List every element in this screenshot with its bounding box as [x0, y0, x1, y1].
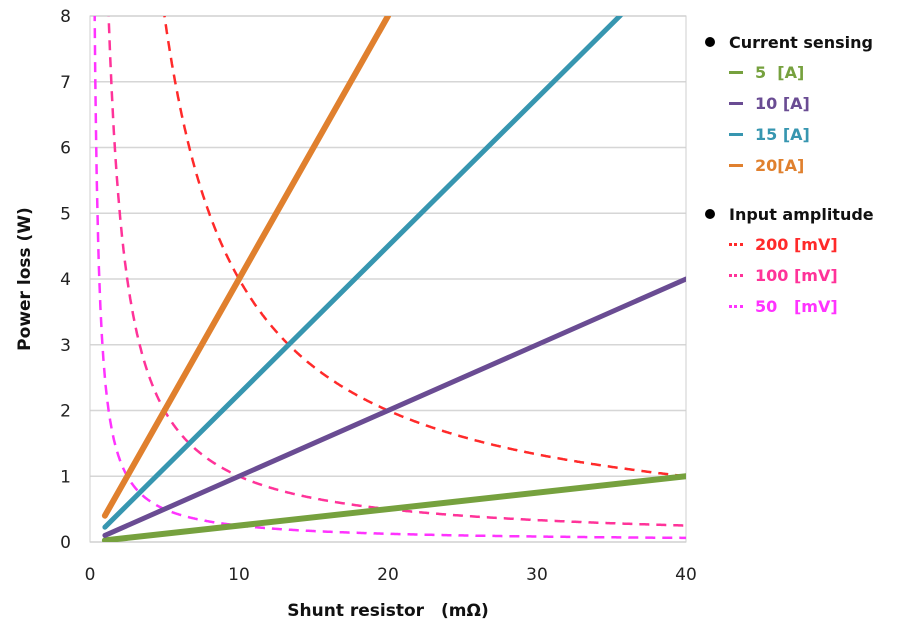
series-line-15a: [102, 16, 623, 530]
legend-heading-text: Current sensing: [729, 32, 873, 52]
legend-swatch: [729, 133, 743, 136]
legend-swatch: [729, 305, 743, 308]
legend-item-10a: 10 [A]: [700, 88, 906, 119]
series-layer: [93, 16, 686, 542]
legend-swatch: [729, 71, 743, 74]
legend-label: 20[A]: [755, 156, 805, 175]
x-tick-label: 30: [526, 565, 548, 585]
bullet-icon: [705, 37, 715, 47]
legend-label: 200 [mV]: [755, 235, 838, 254]
y-tick-label: 3: [60, 336, 71, 356]
legend-label: 5 [A]: [755, 63, 805, 82]
y-axis-title: Power loss (W): [15, 207, 35, 351]
legend-item-5a: 5 [A]: [700, 57, 906, 88]
legend-group-current-sensing: Current sensing 5 [A] 10 [A] 15 [A] 20[A…: [700, 27, 906, 181]
y-tick-labels: 0 1 2 3 4 5 6 7 8: [60, 7, 71, 553]
legend-item-100mv: 100 [mV]: [700, 260, 906, 291]
y-tick-label: 5: [60, 204, 71, 224]
legend-item-200mv: 200 [mV]: [700, 229, 906, 260]
x-tick-label: 0: [85, 565, 96, 585]
y-tick-label: 6: [60, 139, 71, 159]
legend-heading: Input amplitude: [700, 199, 906, 229]
y-tick-label: 0: [60, 533, 71, 553]
legend-label: 15 [A]: [755, 125, 810, 144]
legend-label: 10 [A]: [755, 94, 810, 113]
legend-item-15a: 15 [A]: [700, 119, 906, 150]
series-line-5a: [101, 473, 686, 542]
x-tick-labels: 0 10 20 30 40: [85, 565, 697, 585]
y-tick-label: 4: [60, 270, 71, 290]
legend-swatch: [729, 164, 743, 167]
y-tick-label: 8: [60, 7, 71, 27]
bullet-icon: [705, 209, 715, 219]
grid-lines: [90, 15, 686, 543]
legend-label: 100 [mV]: [755, 266, 838, 285]
x-tick-label: 40: [675, 565, 697, 585]
y-tick-label: 1: [60, 467, 71, 487]
legend-group-input-amplitude: Input amplitude 200 [mV] 100 [mV] 50 [mV…: [700, 199, 906, 322]
legend-item-20a: 20[A]: [700, 150, 906, 181]
series-line-10a: [102, 276, 686, 538]
legend-label: 50 [mV]: [755, 297, 838, 316]
x-tick-label: 20: [377, 565, 399, 585]
x-axis-title: Shunt resistor (mΩ): [287, 601, 488, 621]
legend-swatch: [729, 274, 743, 277]
series-line-50mv: [93, 16, 686, 540]
legend-swatch: [729, 102, 743, 105]
legend-swatch: [729, 243, 743, 246]
series-line-200mv: [163, 16, 686, 478]
series-line-20a: [101, 16, 391, 519]
y-tick-label: 7: [60, 73, 71, 93]
legend: Current sensing 5 [A] 10 [A] 15 [A] 20[A…: [700, 27, 906, 340]
legend-heading-text: Input amplitude: [729, 204, 874, 224]
x-tick-label: 10: [228, 565, 250, 585]
y-tick-label: 2: [60, 402, 71, 422]
legend-heading: Current sensing: [700, 27, 906, 57]
legend-item-50mv: 50 [mV]: [700, 291, 906, 322]
